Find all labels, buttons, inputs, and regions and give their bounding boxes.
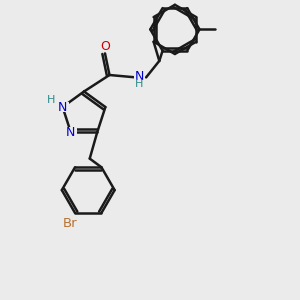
Text: N: N [135,70,144,83]
Text: N: N [58,100,67,113]
Text: H: H [135,79,144,89]
Text: O: O [100,40,110,53]
FancyBboxPatch shape [57,102,69,112]
Text: N: N [66,126,76,139]
Text: H: H [47,95,56,105]
FancyBboxPatch shape [134,73,145,82]
Text: Br: Br [63,217,78,230]
FancyBboxPatch shape [65,128,77,137]
